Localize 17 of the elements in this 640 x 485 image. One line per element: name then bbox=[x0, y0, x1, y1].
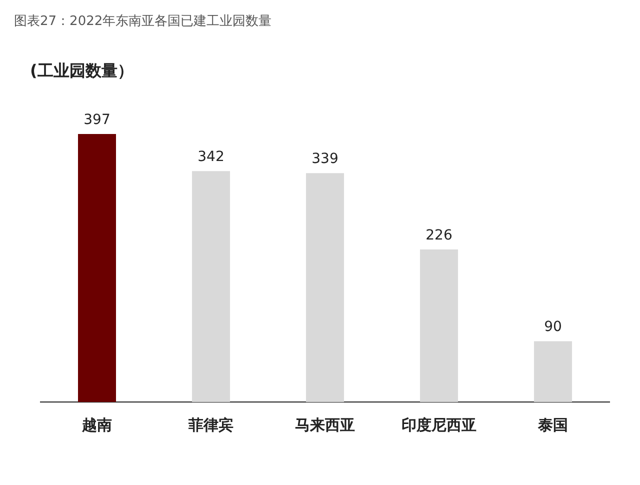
bar bbox=[192, 171, 230, 402]
bar bbox=[420, 249, 458, 402]
data-label: 397 bbox=[84, 112, 110, 128]
x-tick-label: 菲律宾 bbox=[188, 416, 234, 434]
x-tick-label: 印度尼西亚 bbox=[402, 416, 476, 434]
x-tick-label: 泰国 bbox=[537, 416, 568, 434]
bar bbox=[78, 134, 116, 402]
x-tick-label: 越南 bbox=[81, 416, 112, 434]
data-label: 339 bbox=[312, 151, 338, 168]
chart-title: 图表27：2022年东南亚各国已建工业园数量 bbox=[14, 14, 272, 29]
data-label: 342 bbox=[198, 149, 224, 166]
y-axis-title: (工业园数量） bbox=[30, 61, 134, 80]
x-tick-label: 马来西亚 bbox=[295, 416, 355, 434]
bar bbox=[534, 341, 572, 402]
data-label: 226 bbox=[426, 227, 452, 244]
data-label: 90 bbox=[544, 319, 562, 336]
bar bbox=[306, 173, 344, 402]
